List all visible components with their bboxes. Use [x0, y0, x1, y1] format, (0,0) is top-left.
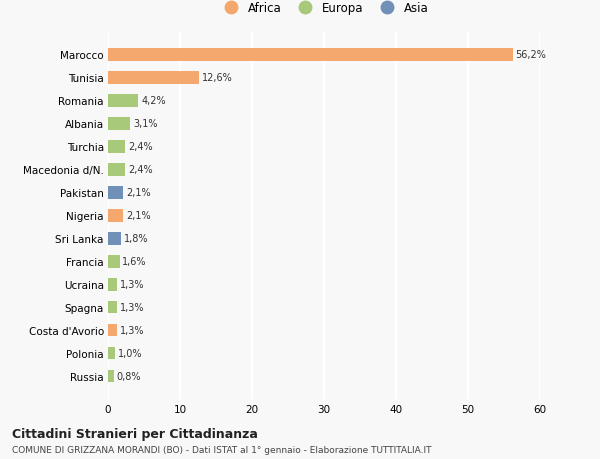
Text: 2,4%: 2,4% [128, 165, 153, 175]
Legend: Africa, Europa, Asia: Africa, Europa, Asia [216, 0, 432, 19]
Bar [108, 347, 115, 360]
Bar [108, 255, 119, 268]
Text: 3,1%: 3,1% [133, 119, 158, 129]
Bar [108, 370, 114, 383]
Text: 2,1%: 2,1% [126, 188, 151, 198]
Text: 56,2%: 56,2% [515, 50, 547, 60]
Text: 2,1%: 2,1% [126, 211, 151, 221]
Text: COMUNE DI GRIZZANA MORANDI (BO) - Dati ISTAT al 1° gennaio - Elaborazione TUTTIT: COMUNE DI GRIZZANA MORANDI (BO) - Dati I… [12, 445, 431, 454]
Text: 2,4%: 2,4% [128, 142, 153, 152]
Text: 0,8%: 0,8% [116, 371, 141, 381]
Bar [108, 49, 512, 62]
Bar [108, 163, 125, 176]
Bar [108, 140, 125, 153]
Bar [108, 209, 123, 222]
Bar [108, 278, 118, 291]
Text: Cittadini Stranieri per Cittadinanza: Cittadini Stranieri per Cittadinanza [12, 427, 258, 440]
Text: 4,2%: 4,2% [141, 96, 166, 106]
Text: 1,8%: 1,8% [124, 234, 148, 244]
Bar [108, 95, 138, 107]
Text: 12,6%: 12,6% [202, 73, 232, 83]
Text: 1,3%: 1,3% [120, 302, 145, 313]
Text: 1,3%: 1,3% [120, 325, 145, 336]
Bar [108, 72, 199, 84]
Bar [108, 118, 130, 130]
Bar [108, 301, 118, 314]
Text: 1,0%: 1,0% [118, 348, 143, 358]
Bar [108, 232, 121, 245]
Text: 1,3%: 1,3% [120, 280, 145, 290]
Bar [108, 324, 118, 337]
Bar [108, 186, 123, 199]
Text: 1,6%: 1,6% [122, 257, 147, 267]
